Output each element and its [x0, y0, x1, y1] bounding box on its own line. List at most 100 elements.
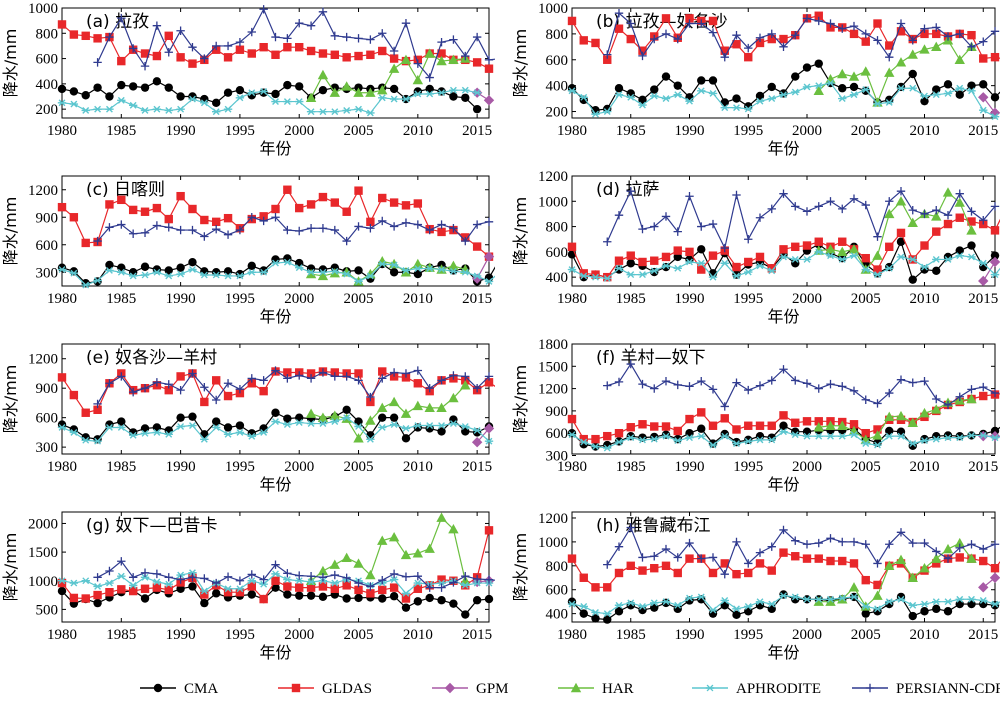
series-line-persiann-cdr: [606, 526, 996, 576]
data-point-persiann-cdr: [955, 392, 964, 401]
data-point-persiann-cdr: [943, 210, 953, 220]
data-point-cma: [223, 267, 233, 276]
data-point-gldas: [591, 434, 600, 444]
data-point-aphrodite: [673, 264, 682, 272]
data-point-har: [412, 74, 424, 85]
x-axis-title: 年份: [767, 475, 799, 494]
data-point-aphrodite: [437, 579, 446, 587]
data-point-persiann-cdr: [614, 210, 624, 220]
data-point-har: [872, 590, 883, 600]
data-point-aphrodite: [295, 98, 304, 105]
data-point-cma: [200, 598, 209, 608]
data-point-persiann-cdr: [720, 243, 729, 253]
data-point-cma: [744, 607, 753, 616]
x-tick-label: 1995: [733, 291, 763, 307]
data-point-gldas: [661, 422, 671, 431]
data-point-persiann-cdr: [685, 382, 694, 391]
data-point-har: [400, 549, 412, 560]
x-tick-label: 1985: [616, 627, 646, 643]
data-point-persiann-cdr: [283, 374, 292, 383]
data-point-gldas: [211, 376, 221, 385]
data-point-cma: [979, 80, 988, 89]
data-point-aphrodite: [200, 271, 209, 279]
data-point-cma: [437, 596, 446, 605]
series-layer: [57, 5, 495, 117]
data-point-har: [317, 565, 329, 576]
data-point-har: [329, 87, 341, 97]
x-tick-label: 2015: [462, 627, 492, 643]
y-tick-label: 1200: [538, 382, 568, 398]
data-point-persiann-cdr: [932, 205, 941, 215]
data-point-persiann-cdr: [908, 36, 917, 45]
x-tick-label: 1980: [47, 627, 77, 643]
data-point-cma: [449, 92, 458, 101]
data-point-cma: [342, 405, 351, 415]
data-point-persiann-cdr: [283, 34, 292, 43]
data-point-aphrodite: [732, 605, 741, 613]
data-point-persiann-cdr: [140, 383, 150, 393]
data-point-aphrodite: [814, 595, 823, 603]
data-point-gldas: [767, 566, 776, 575]
data-point-cma: [188, 257, 197, 267]
data-point-persiann-cdr: [708, 219, 718, 229]
data-point-gldas: [838, 556, 847, 566]
data-point-har: [942, 187, 954, 197]
data-point-gldas: [164, 385, 173, 395]
data-point-aphrodite: [484, 437, 494, 445]
data-point-gldas: [437, 575, 446, 584]
data-point-persiann-cdr: [955, 543, 964, 553]
data-point-persiann-cdr: [271, 366, 280, 375]
data-point-persiann-cdr: [342, 32, 351, 42]
data-point-persiann-cdr: [235, 37, 245, 47]
data-point-aphrodite: [259, 88, 268, 95]
data-point-cma: [306, 591, 316, 600]
data-point-aphrodite: [69, 100, 79, 108]
data-point-gldas: [591, 270, 600, 279]
data-point-gpm: [978, 92, 989, 103]
data-point-gldas: [920, 29, 929, 39]
data-point-gldas: [720, 559, 729, 568]
data-point-aphrodite: [461, 423, 470, 430]
data-point-persiann-cdr: [979, 37, 988, 46]
data-point-aphrodite: [117, 96, 126, 104]
data-point-gldas: [354, 369, 363, 378]
data-point-har: [907, 417, 918, 427]
data-point-cma: [105, 92, 114, 101]
x-tick-label: 2015: [968, 627, 998, 643]
data-point-gldas: [579, 269, 588, 278]
data-point-cma: [603, 615, 612, 624]
data-point-persiann-cdr: [838, 204, 847, 214]
data-point-aphrodite: [720, 259, 729, 267]
legend-marker-har: [570, 682, 582, 693]
data-point-aphrodite: [425, 422, 434, 429]
data-point-persiann-cdr: [802, 207, 812, 216]
data-point-persiann-cdr: [176, 26, 185, 35]
data-point-persiann-cdr: [318, 7, 328, 16]
data-point-cma: [378, 413, 387, 422]
x-tick-label: 1985: [616, 123, 646, 139]
data-point-cma: [176, 584, 185, 593]
data-point-persiann-cdr: [425, 73, 434, 82]
series-line-aphrodite: [61, 89, 478, 114]
data-point-gldas: [744, 568, 753, 578]
data-point-persiann-cdr: [235, 576, 245, 585]
data-point-gldas: [826, 556, 835, 566]
data-point-persiann-cdr: [117, 557, 126, 566]
data-point-gldas: [57, 373, 67, 382]
data-point-aphrodite: [81, 577, 90, 585]
data-point-aphrodite: [826, 432, 835, 440]
data-point-persiann-cdr: [140, 568, 150, 577]
data-point-gldas: [849, 29, 859, 39]
data-point-cma: [908, 611, 917, 621]
data-point-persiann-cdr: [105, 223, 114, 232]
data-point-gldas: [720, 46, 729, 55]
data-point-persiann-cdr: [720, 569, 729, 579]
data-point-cma: [413, 269, 423, 279]
data-point-aphrodite: [755, 436, 765, 444]
data-point-aphrodite: [306, 268, 316, 276]
data-point-har: [329, 410, 341, 420]
data-point-aphrodite: [955, 252, 964, 260]
y-tick-label: 1000: [538, 535, 568, 551]
y-axis-title: 降水/mm: [1, 197, 20, 266]
data-point-aphrodite: [579, 438, 588, 446]
